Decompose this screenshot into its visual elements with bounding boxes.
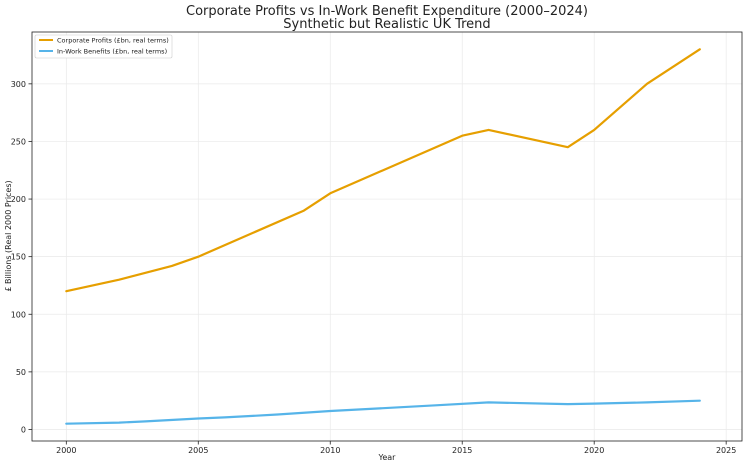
x-tick-label: 2020: [584, 446, 604, 455]
series-line-0: [65, 48, 701, 293]
x-tick-label: 2015: [452, 446, 472, 455]
legend-label-in-work-benefits: In-Work Benefits (£bn, real terms): [57, 47, 167, 55]
plot-frame: [31, 31, 743, 442]
chart-subtitle: Synthetic but Realistic UK Trend: [283, 17, 490, 32]
x-tick-label: 2025: [716, 446, 736, 455]
legend-box: [34, 34, 173, 59]
y-tick-label: 100: [11, 310, 26, 319]
x-tick-label: 2000: [56, 446, 76, 455]
y-tick-label: 200: [11, 195, 26, 204]
x-tick-label: 2010: [320, 446, 340, 455]
legend-label-corporate-profits: Corporate Profits (£bn, real terms): [57, 36, 169, 44]
x-tick-label: 2005: [188, 446, 208, 455]
y-tick-label: 300: [11, 80, 26, 89]
series-lines: [65, 48, 701, 425]
grid: [32, 32, 742, 441]
series-line-1: [65, 399, 701, 425]
y-tick-label: 50: [16, 368, 26, 377]
y-tick-label: 150: [11, 253, 26, 262]
axis-ticks: 2000 2005 2010 2015 2020 2025 0 50 100 150 200 250 3…: [11, 80, 737, 455]
x-axis-label: Year: [378, 453, 397, 462]
y-axis-label: £ Billions (Real 2000 Prices): [4, 180, 13, 291]
y-tick-label: 250: [11, 137, 26, 146]
chart-title: Corporate Profits vs In-Work Benefit Exp…: [186, 4, 588, 19]
legend: Corporate Profits (£bn, real terms) In-W…: [34, 34, 173, 59]
y-tick-label: 0: [21, 425, 26, 434]
